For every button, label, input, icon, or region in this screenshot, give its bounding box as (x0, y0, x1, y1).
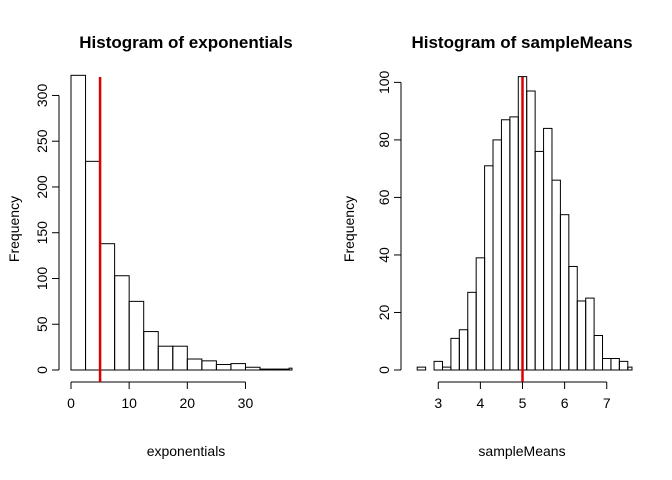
histogram-bar (509, 116, 519, 371)
y-tick-label: 20 (376, 304, 392, 320)
x-axis: 0 10 20 30 (67, 381, 254, 411)
histogram-bar (450, 337, 460, 371)
histogram-bar (526, 90, 536, 371)
histogram-bar (85, 160, 101, 371)
x-tick-label: 4 (476, 395, 484, 411)
histogram-bar (500, 119, 511, 371)
histogram-bar (475, 257, 486, 371)
histogram-bar (492, 139, 502, 371)
histogram-bar (458, 329, 469, 371)
y-tick-label: 80 (376, 132, 392, 148)
y-axis: 0 50 100 150 200 250 300 (34, 84, 60, 374)
y-axis-label: Frequency (341, 196, 357, 262)
x-tick-label: 3 (434, 395, 442, 411)
histogram-bar (618, 360, 629, 371)
x-tick-label: 20 (180, 395, 196, 411)
histogram-bar (568, 265, 578, 371)
histogram-bar (172, 345, 188, 371)
y-tick-label: 200 (34, 175, 50, 199)
histogram-bar (288, 367, 293, 371)
histogram-bar (274, 368, 290, 371)
histogram-bar (610, 357, 620, 371)
x-axis-label: exponentials (147, 443, 226, 459)
histogram-bar (230, 363, 246, 371)
y-tick-label: 300 (34, 84, 50, 108)
histogram-bar (215, 364, 232, 371)
histogram-bar (593, 334, 604, 371)
bars (416, 76, 633, 371)
x-tick-label: 6 (561, 395, 569, 411)
histogram-bar (416, 366, 427, 371)
x-axis-label: sampleMeans (478, 443, 565, 459)
histogram-bar (576, 300, 587, 371)
y-tick-label: 40 (376, 247, 392, 263)
x-axis: 3 4 5 6 7 (434, 381, 611, 411)
x-tick-label: 30 (238, 395, 254, 411)
y-tick-label: 100 (34, 267, 50, 291)
exponentials-histogram-panel: Histogram of exponentials exponentials F… (6, 33, 293, 459)
histogram-bar (551, 179, 561, 371)
y-axis-label: Frequency (6, 196, 22, 262)
histogram-bar (441, 366, 452, 371)
histogram-bar (70, 74, 87, 371)
histogram-bar (128, 300, 145, 371)
histogram-bar (186, 358, 203, 371)
y-tick-label: 0 (376, 366, 392, 374)
x-tick-label: 0 (67, 395, 75, 411)
histogram-bar (602, 357, 612, 371)
chart-title: Histogram of exponentials (79, 33, 292, 52)
histogram-bar (467, 291, 477, 371)
chart-title: Histogram of sampleMeans (411, 33, 632, 52)
histogram-bar (157, 345, 174, 371)
x-tick-label: 10 (121, 395, 137, 411)
histogram-bar (114, 275, 130, 371)
histogram-bar (99, 243, 116, 371)
histogram-bar (201, 360, 217, 371)
x-tick-label: 7 (603, 395, 611, 411)
histogram-bar (143, 331, 159, 371)
y-tick-label: 100 (376, 70, 392, 94)
histogram-bar (484, 165, 494, 371)
y-tick-label: 250 (34, 129, 50, 153)
y-tick-label: 60 (376, 189, 392, 205)
x-tick-label: 5 (519, 395, 527, 411)
y-tick-label: 0 (34, 366, 50, 374)
histogram-bar (534, 150, 545, 371)
y-tick-label: 150 (34, 221, 50, 245)
histogram-bar (585, 297, 595, 371)
histogram-bar (244, 366, 261, 371)
samplemeans-histogram-panel: Histogram of sampleMeans sampleMeans Fre… (341, 33, 633, 459)
histogram-bar (433, 360, 443, 371)
bars (70, 74, 293, 371)
y-axis: 0 20 40 60 80 100 (376, 70, 402, 374)
histogram-bar (543, 127, 553, 371)
histogram-bar (559, 214, 570, 371)
y-tick-label: 50 (34, 316, 50, 332)
histogram-bar (259, 368, 276, 371)
histogram-bar (627, 366, 633, 371)
